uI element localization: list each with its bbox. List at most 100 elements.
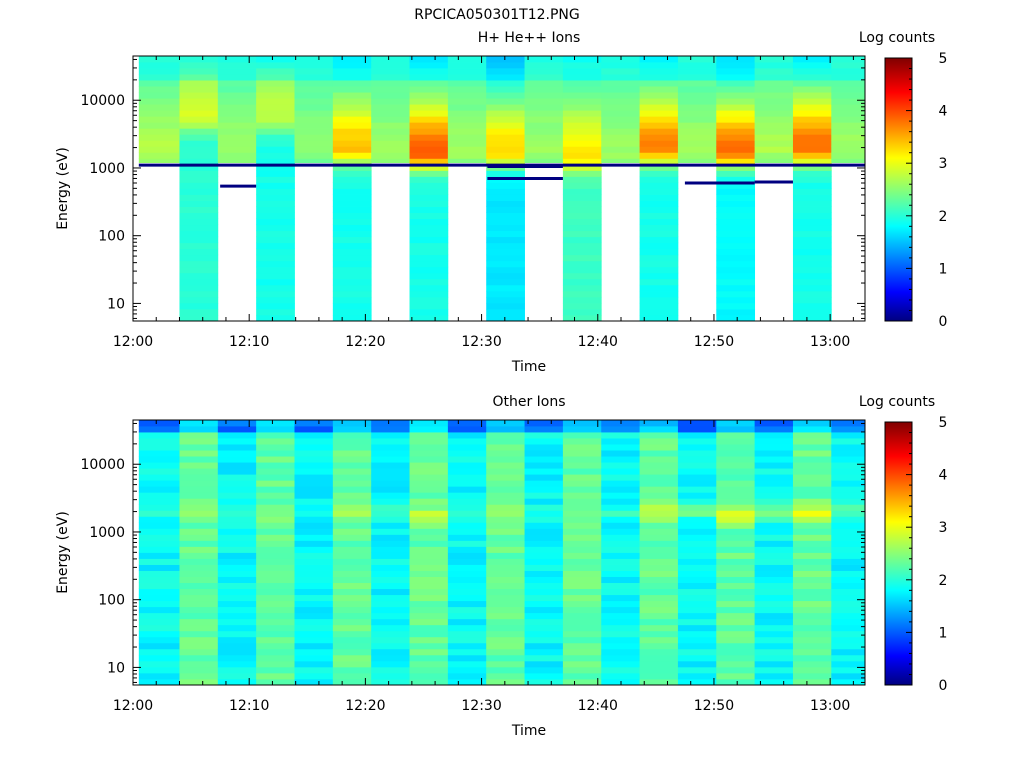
spectrogram-cell — [562, 612, 602, 620]
spectrogram-cell — [524, 678, 564, 686]
spectrogram-cell — [409, 660, 449, 668]
spectrogram-cell — [332, 62, 372, 69]
spectrogram-cell — [138, 594, 180, 602]
spectrogram-cell — [677, 104, 717, 111]
spectrogram-cell — [332, 164, 372, 171]
spectrogram-cell — [601, 564, 640, 571]
spectrogram-cell — [677, 468, 717, 475]
spectrogram-cell — [409, 504, 449, 511]
spectrogram-cell — [562, 510, 602, 517]
spectrogram-cell — [294, 56, 334, 63]
spectrogram-cell — [486, 642, 525, 650]
spectrogram-cell — [716, 492, 756, 499]
spectrogram-cell — [716, 522, 756, 529]
spectrogram-cell — [409, 492, 449, 499]
spectrogram-cell — [486, 420, 525, 427]
spectrogram-cell — [332, 654, 372, 662]
spectrogram-cell — [217, 140, 257, 147]
spectrogram-cell — [179, 570, 219, 577]
spectrogram-cell — [179, 242, 219, 250]
spectrogram-cell — [677, 672, 717, 680]
spectrogram-cell — [716, 74, 756, 81]
spectrogram-cell — [179, 492, 219, 499]
spectrogram-cell — [138, 672, 180, 680]
spectrogram-cell — [256, 666, 295, 674]
colorbar-tick-label: 3 — [939, 520, 948, 536]
spectrogram-cell — [217, 564, 257, 571]
spectrogram-cell — [792, 122, 832, 129]
spectrogram-cell — [562, 278, 602, 286]
spectrogram-column — [294, 56, 334, 164]
spectrogram-cell — [754, 660, 794, 668]
spectrogram-cell — [639, 492, 679, 499]
spectrogram-cell — [831, 462, 866, 469]
spectrogram-cell — [217, 86, 257, 93]
spectrogram-cell — [754, 642, 794, 650]
spectrogram-cell — [524, 56, 564, 63]
spectrogram-cell — [138, 618, 180, 626]
spectrogram-cell — [831, 582, 866, 590]
spectrogram-cell — [409, 194, 449, 201]
spectrogram-cell — [217, 486, 257, 493]
spectrogram-cell — [677, 438, 717, 445]
spectrogram-cell — [256, 134, 295, 141]
spectrogram-cell — [256, 290, 295, 298]
spectrogram-cell — [524, 80, 564, 87]
spectrogram-cell — [677, 110, 717, 117]
spectrogram-cell — [831, 92, 866, 99]
spectrogram-cell — [792, 218, 832, 226]
spectrogram-cell — [409, 474, 449, 481]
spectrogram-cell — [179, 308, 219, 316]
spectrogram-cell — [486, 534, 525, 541]
spectrogram-cell — [831, 516, 866, 523]
spectrogram-cell — [332, 158, 372, 165]
spectrogram-cell — [524, 116, 564, 123]
spectrogram-cell — [179, 224, 219, 232]
spectrogram-cell — [524, 444, 564, 451]
spectrogram-cell — [138, 666, 180, 674]
spectrogram-cell — [371, 486, 410, 493]
spectrogram-cell — [371, 606, 410, 614]
spectrogram-cell — [332, 462, 372, 469]
spectrogram-cell — [447, 630, 487, 638]
spectrogram-cell — [562, 74, 602, 81]
spectrogram-cell — [371, 582, 410, 590]
spectrogram-cell — [716, 558, 756, 565]
spectrogram-cell — [486, 552, 525, 559]
spectrogram-cell — [486, 582, 525, 590]
spectrogram-cell — [217, 110, 257, 117]
spectrogram-cell — [138, 122, 180, 129]
spectrogram-cell — [677, 606, 717, 614]
spectrogram-cell — [409, 272, 449, 280]
spectrogram-cell — [831, 152, 866, 159]
spectrogram-cell — [792, 456, 832, 463]
spectrogram-cell — [409, 98, 449, 105]
spectrogram-cell — [716, 290, 756, 298]
spectrogram-cell — [639, 248, 679, 256]
spectrogram-cell — [562, 444, 602, 451]
spectrogram-cell — [332, 272, 372, 280]
spectrogram-cell — [294, 474, 334, 481]
spectrogram-cell — [138, 426, 180, 433]
spectrogram-cell — [639, 456, 679, 463]
spectrogram-cell — [256, 546, 295, 553]
spectrogram-cell — [639, 546, 679, 553]
spectrogram-cell — [831, 492, 866, 499]
spectrogram-cell — [754, 546, 794, 553]
spectrogram-cell — [639, 444, 679, 451]
spectrogram-cell — [562, 236, 602, 244]
spectrogram-cell — [677, 642, 717, 650]
spectrogram-cell — [371, 672, 410, 680]
spectrogram-cell — [256, 122, 295, 129]
spectrogram-cell — [639, 182, 679, 189]
spectrogram-cell — [409, 206, 449, 213]
spectrogram-cell — [831, 104, 866, 111]
spectrogram-cell — [332, 86, 372, 93]
spectrogram-cell — [792, 302, 832, 310]
spectrogram-cell — [256, 480, 295, 487]
spectrogram-cell — [447, 672, 487, 680]
spectrogram-column — [524, 56, 564, 164]
spectrogram-cell — [486, 278, 525, 286]
spectrogram-cell — [677, 510, 717, 517]
